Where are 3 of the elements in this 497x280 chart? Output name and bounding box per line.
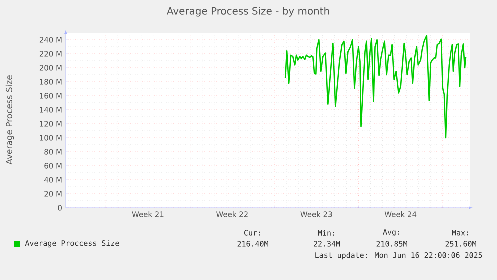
y-axis-title: Average Process Size bbox=[6, 76, 14, 165]
line-series bbox=[284, 35, 467, 139]
chart-title: Average Process Size - by month bbox=[167, 7, 330, 17]
